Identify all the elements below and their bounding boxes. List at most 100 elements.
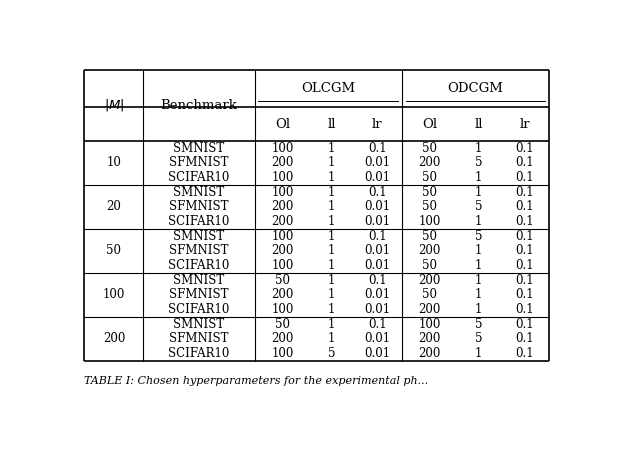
Text: 0.1: 0.1 [515,303,534,316]
Text: 200: 200 [103,332,125,345]
Text: 1: 1 [328,274,335,287]
Text: 0.1: 0.1 [515,318,534,331]
Text: 1: 1 [475,171,483,184]
Text: 200: 200 [271,215,294,228]
Text: 0.01: 0.01 [364,215,391,228]
Text: 1: 1 [328,142,335,155]
Text: 0.1: 0.1 [515,215,534,228]
Text: 1: 1 [328,157,335,169]
Text: 200: 200 [418,244,441,257]
Text: SCIFAR10: SCIFAR10 [168,347,230,360]
Text: 200: 200 [418,303,441,316]
Text: 1: 1 [475,186,483,199]
Text: Ol: Ol [422,117,437,130]
Text: 100: 100 [271,259,294,272]
Text: 0.1: 0.1 [515,259,534,272]
Text: 0.1: 0.1 [515,244,534,257]
Text: 1: 1 [475,303,483,316]
Text: 50: 50 [422,171,437,184]
Text: OLCGM: OLCGM [301,82,355,95]
Text: 0.1: 0.1 [515,288,534,301]
Text: SFMNIST: SFMNIST [169,157,229,169]
Text: 0.01: 0.01 [364,200,391,213]
Text: 1: 1 [328,259,335,272]
Text: 0.1: 0.1 [515,157,534,169]
Text: 50: 50 [422,142,437,155]
Text: 200: 200 [271,244,294,257]
Text: 100: 100 [271,303,294,316]
Text: 50: 50 [275,318,290,331]
Text: SMNIST: SMNIST [173,318,224,331]
Text: SCIFAR10: SCIFAR10 [168,171,230,184]
Text: SMNIST: SMNIST [173,186,224,199]
Text: 0.1: 0.1 [515,186,534,199]
Text: 0.1: 0.1 [368,274,387,287]
Text: 0.01: 0.01 [364,259,391,272]
Text: 0.1: 0.1 [368,142,387,155]
Text: lr: lr [519,117,530,130]
Text: SFMNIST: SFMNIST [169,200,229,213]
Text: 50: 50 [275,274,290,287]
Text: SMNIST: SMNIST [173,142,224,155]
Text: SCIFAR10: SCIFAR10 [168,303,230,316]
Text: 1: 1 [328,288,335,301]
Text: 0.01: 0.01 [364,347,391,360]
Text: 0.1: 0.1 [368,318,387,331]
Text: 5: 5 [475,157,483,169]
Text: SFMNIST: SFMNIST [169,288,229,301]
Text: 1: 1 [475,274,483,287]
Text: 100: 100 [271,171,294,184]
Text: 200: 200 [418,347,441,360]
Text: 1: 1 [475,259,483,272]
Text: 1: 1 [475,142,483,155]
Text: 100: 100 [418,215,441,228]
Text: 200: 200 [271,157,294,169]
Text: 1: 1 [328,215,335,228]
Text: 5: 5 [475,200,483,213]
Text: 0.01: 0.01 [364,288,391,301]
Text: 0.01: 0.01 [364,171,391,184]
Text: 200: 200 [418,332,441,345]
Text: 50: 50 [422,288,437,301]
Text: 0.1: 0.1 [515,274,534,287]
Text: 1: 1 [328,244,335,257]
Text: 100: 100 [271,186,294,199]
Text: 0.1: 0.1 [515,200,534,213]
Text: 50: 50 [422,200,437,213]
Text: 0.1: 0.1 [515,171,534,184]
Text: 0.1: 0.1 [515,230,534,243]
Text: 200: 200 [271,288,294,301]
Text: SCIFAR10: SCIFAR10 [168,215,230,228]
Text: 50: 50 [422,259,437,272]
Text: ll: ll [327,117,336,130]
Text: 0.01: 0.01 [364,244,391,257]
Text: 5: 5 [475,332,483,345]
Text: TABLE I: Chosen hyperparameters for the experimental ph...: TABLE I: Chosen hyperparameters for the … [85,377,428,387]
Text: 100: 100 [271,230,294,243]
Text: 100: 100 [103,288,125,301]
Text: lr: lr [372,117,383,130]
Text: 200: 200 [418,157,441,169]
Text: 0.1: 0.1 [515,332,534,345]
Text: 1: 1 [328,200,335,213]
Text: $|M|$: $|M|$ [104,97,124,113]
Text: 1: 1 [475,244,483,257]
Text: 0.1: 0.1 [515,347,534,360]
Text: 5: 5 [475,230,483,243]
Text: 1: 1 [475,215,483,228]
Text: 0.1: 0.1 [515,142,534,155]
Text: 1: 1 [328,318,335,331]
Text: 100: 100 [418,318,441,331]
Text: ODCGM: ODCGM [447,82,503,95]
Text: SMNIST: SMNIST [173,230,224,243]
Text: 50: 50 [422,186,437,199]
Text: 1: 1 [475,288,483,301]
Text: 0.1: 0.1 [368,186,387,199]
Text: 200: 200 [418,274,441,287]
Text: 5: 5 [475,318,483,331]
Text: 50: 50 [106,244,121,257]
Text: 1: 1 [328,230,335,243]
Text: 50: 50 [422,230,437,243]
Text: SCIFAR10: SCIFAR10 [168,259,230,272]
Text: 20: 20 [106,200,121,213]
